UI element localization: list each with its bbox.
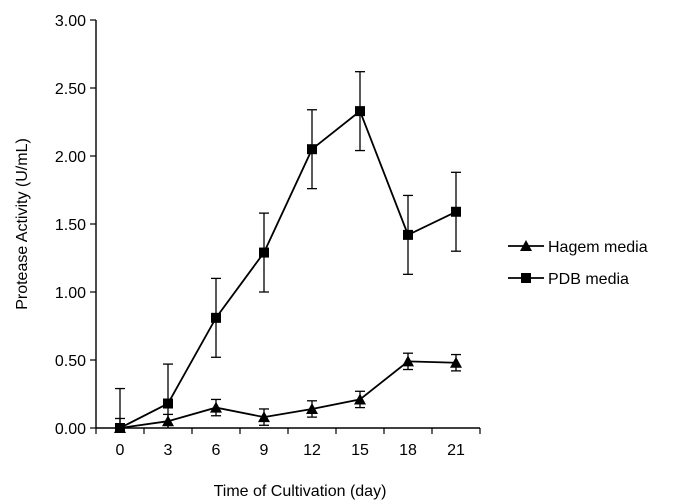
y-axis-title: Protease Activity (U/mL)	[14, 138, 31, 310]
data-point-marker	[163, 398, 173, 409]
data-point-marker	[403, 229, 413, 240]
data-point-marker	[451, 206, 461, 217]
legend: Hagem media PDB media	[508, 239, 648, 288]
data-point-marker	[307, 144, 317, 155]
series-triangle	[114, 352, 462, 433]
y-tick-label: 0.00	[55, 421, 86, 438]
x-axis-title: Time of Cultivation (day)	[214, 483, 387, 500]
data-point-marker	[259, 247, 269, 258]
x-tick-label: 18	[399, 442, 417, 459]
legend-item: Hagem media	[508, 239, 648, 256]
data-point-marker	[306, 402, 318, 414]
data-point-marker	[210, 401, 222, 413]
data-point-marker	[402, 355, 414, 367]
x-tick-label: 0	[116, 442, 125, 459]
data-point-marker	[211, 312, 221, 323]
legend-marker	[521, 273, 531, 283]
axes: 0.00 0.50 1.00 1.50 2.00 2.50 3.00 0 3 6 9 12 15 18 21	[55, 13, 481, 459]
data-point-marker	[354, 393, 366, 405]
legend-marker	[520, 240, 532, 251]
x-tick-label: 15	[351, 442, 369, 459]
legend-label: PDB media	[548, 271, 629, 288]
data-point-marker	[355, 106, 365, 117]
y-tick-label: 2.50	[55, 81, 86, 98]
x-tick-label: 9	[260, 442, 269, 459]
series-square	[115, 71, 461, 433]
data-point-marker	[258, 411, 270, 423]
data-point-marker	[115, 423, 125, 433]
y-tick-label: 2.00	[55, 149, 86, 166]
series-line	[119, 109, 457, 429]
legend-label: Hagem media	[548, 239, 648, 256]
y-tick-label: 0.50	[55, 353, 86, 370]
data-point-marker	[450, 356, 462, 368]
series-layer	[114, 71, 462, 433]
x-tick-label: 12	[303, 442, 321, 459]
x-tick-label: 21	[447, 442, 465, 459]
y-tick-label: 1.00	[55, 285, 86, 302]
x-tick-label: 6	[212, 442, 221, 459]
x-tick-label: 3	[164, 442, 173, 459]
y-tick-label: 1.50	[55, 217, 86, 234]
legend-item: PDB media	[508, 271, 629, 288]
y-tick-label: 3.00	[55, 13, 86, 30]
series-line	[119, 360, 457, 429]
